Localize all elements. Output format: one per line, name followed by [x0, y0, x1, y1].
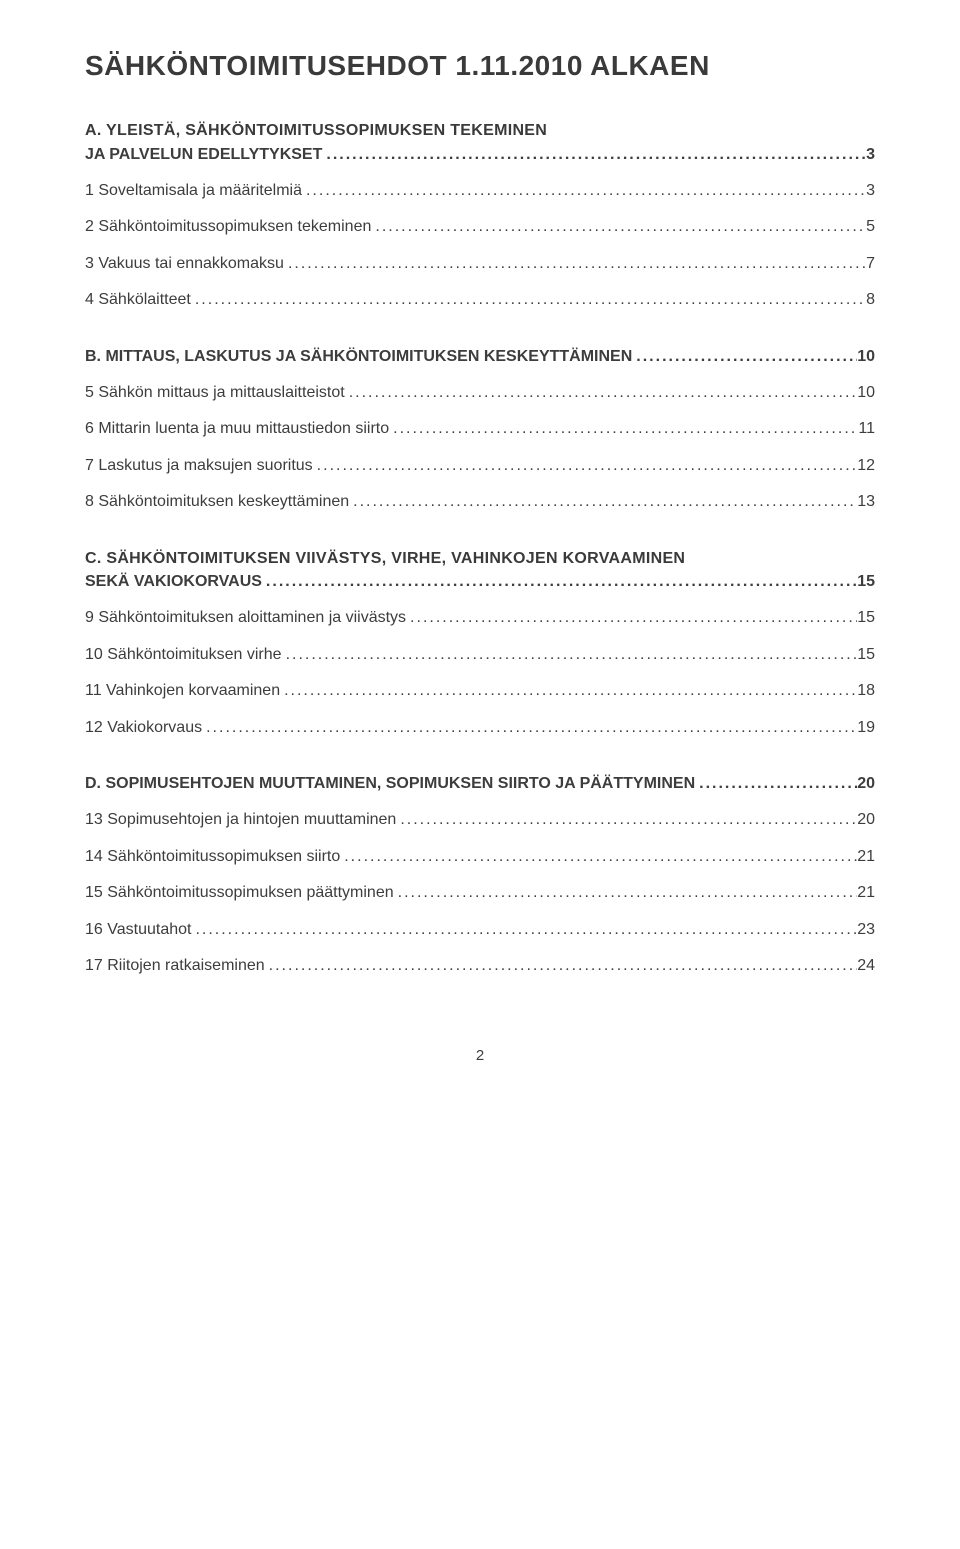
toc-section: C. SÄHKÖNTOIMITUKSEN VIIVÄSTYS, VIRHE, V…: [85, 548, 875, 740]
toc-page-number: 11: [858, 418, 875, 440]
toc-label: 7 Laskutus ja maksujen suoritus: [85, 455, 313, 477]
toc-page-number: 15: [857, 607, 875, 629]
toc-page-number: 13: [857, 491, 875, 513]
toc-label: D. SOPIMUSEHTOJEN MUUTTAMINEN, SOPIMUKSE…: [85, 773, 695, 795]
section-heading-leader: SEKÄ VAKIOKORVAUS.......................…: [85, 571, 875, 593]
toc-leader-dots: ........................................…: [340, 846, 857, 868]
toc-label: 16 Vastuutahot: [85, 919, 191, 941]
toc-page-number: 10: [857, 382, 875, 404]
toc-label: 2 Sähköntoimitussopimuksen tekeminen: [85, 216, 371, 238]
toc-leader-dots: ........................................…: [282, 644, 858, 666]
toc-leader-dots: ........................................…: [202, 717, 857, 739]
toc-page-number: 3: [866, 144, 875, 166]
toc-entry: 2 Sähköntoimitussopimuksen tekeminen....…: [85, 216, 875, 238]
toc-entry: 4 Sähkölaitteet.........................…: [85, 289, 875, 311]
toc-leader-dots: ........................................…: [191, 919, 857, 941]
toc-page-number: 20: [857, 809, 875, 831]
toc-leader-dots: ........................................…: [191, 289, 866, 311]
toc-page-number: 21: [857, 882, 875, 904]
toc-page-number: 19: [857, 717, 875, 739]
toc-label: SEKÄ VAKIOKORVAUS: [85, 571, 262, 593]
toc-leader-dots: ........................................…: [371, 216, 866, 238]
section-heading-line: A. YLEISTÄ, SÄHKÖNTOIMITUSSOPIMUKSEN TEK…: [85, 120, 875, 142]
toc-entry: 10 Sähköntoimituksen virhe..............…: [85, 644, 875, 666]
toc-label: 8 Sähköntoimituksen keskeyttäminen: [85, 491, 349, 513]
section-heading-leader: JA PALVELUN EDELLYTYKSET................…: [85, 144, 875, 166]
toc-section: D. SOPIMUSEHTOJEN MUUTTAMINEN, SOPIMUKSE…: [85, 773, 875, 977]
toc-entry: 9 Sähköntoimituksen aloittaminen ja viiv…: [85, 607, 875, 629]
toc-label: 4 Sähkölaitteet: [85, 289, 191, 311]
toc-label: JA PALVELUN EDELLYTYKSET: [85, 144, 322, 166]
toc-page-number: 5: [866, 216, 875, 238]
toc-entry: 11 Vahinkojen korvaaminen...............…: [85, 680, 875, 702]
toc-entry: 12 Vakiokorvaus.........................…: [85, 717, 875, 739]
toc-page-number: 23: [857, 919, 875, 941]
section-heading-leader: B. MITTAUS, LASKUTUS JA SÄHKÖNTOIMITUKSE…: [85, 346, 875, 368]
toc-entry: 8 Sähköntoimituksen keskeyttäminen......…: [85, 491, 875, 513]
toc-page-number: 15: [857, 571, 875, 593]
toc-entry: 1 Soveltamisala ja määritelmiä..........…: [85, 180, 875, 202]
toc-leader-dots: ........................................…: [313, 455, 858, 477]
section-heading-leader: D. SOPIMUSEHTOJEN MUUTTAMINEN, SOPIMUKSE…: [85, 773, 875, 795]
toc-leader-dots: ........................................…: [394, 882, 858, 904]
toc-label: 5 Sähkön mittaus ja mittauslaitteistot: [85, 382, 345, 404]
toc-entry: 5 Sähkön mittaus ja mittauslaitteistot..…: [85, 382, 875, 404]
toc-leader-dots: ........................................…: [406, 607, 857, 629]
page-number: 2: [85, 1047, 875, 1064]
toc-entry: 7 Laskutus ja maksujen suoritus.........…: [85, 455, 875, 477]
toc-leader-dots: ........................................…: [349, 491, 857, 513]
toc-page-number: 20: [857, 773, 875, 795]
toc-label: 10 Sähköntoimituksen virhe: [85, 644, 282, 666]
toc-section: A. YLEISTÄ, SÄHKÖNTOIMITUSSOPIMUKSEN TEK…: [85, 120, 875, 312]
toc-page-number: 15: [857, 644, 875, 666]
toc-page-number: 21: [857, 846, 875, 868]
toc-entry: 16 Vastuutahot..........................…: [85, 919, 875, 941]
toc-label: 6 Mittarin luenta ja muu mittaustiedon s…: [85, 418, 389, 440]
toc-leader-dots: ........................................…: [345, 382, 858, 404]
toc-entry: 6 Mittarin luenta ja muu mittaustiedon s…: [85, 418, 875, 440]
page-title: SÄHKÖNTOIMITUSEHDOT 1.11.2010 ALKAEN: [85, 50, 875, 82]
toc-leader-dots: ........................................…: [389, 418, 858, 440]
toc-leader-dots: ........................................…: [265, 955, 858, 977]
toc-label: 15 Sähköntoimitussopimuksen päättyminen: [85, 882, 394, 904]
toc-entry: 14 Sähköntoimitussopimuksen siirto......…: [85, 846, 875, 868]
toc-page-number: 3: [866, 180, 875, 202]
toc-page-number: 10: [857, 346, 875, 368]
toc-label: 9 Sähköntoimituksen aloittaminen ja viiv…: [85, 607, 406, 629]
toc-leader-dots: ........................................…: [284, 253, 866, 275]
toc-leader-dots: ........................................…: [322, 144, 866, 166]
toc-label: 11 Vahinkojen korvaaminen: [85, 680, 280, 702]
toc-entry: 15 Sähköntoimitussopimuksen päättyminen.…: [85, 882, 875, 904]
toc-section: B. MITTAUS, LASKUTUS JA SÄHKÖNTOIMITUKSE…: [85, 346, 875, 514]
toc-leader-dots: ........................................…: [695, 773, 857, 795]
toc-label: 14 Sähköntoimitussopimuksen siirto: [85, 846, 340, 868]
toc-page-number: 7: [866, 253, 875, 275]
toc-label: 12 Vakiokorvaus: [85, 717, 202, 739]
toc-leader-dots: ........................................…: [280, 680, 857, 702]
toc-entry: 3 Vakuus tai ennakkomaksu...............…: [85, 253, 875, 275]
toc-label: 3 Vakuus tai ennakkomaksu: [85, 253, 284, 275]
toc-leader-dots: ........................................…: [302, 180, 866, 202]
toc-leader-dots: ........................................…: [396, 809, 857, 831]
toc-page-number: 18: [857, 680, 875, 702]
toc-leader-dots: ........................................…: [632, 346, 857, 368]
table-of-contents: A. YLEISTÄ, SÄHKÖNTOIMITUSSOPIMUKSEN TEK…: [85, 120, 875, 977]
toc-label: 1 Soveltamisala ja määritelmiä: [85, 180, 302, 202]
toc-page-number: 12: [857, 455, 875, 477]
section-heading-line: C. SÄHKÖNTOIMITUKSEN VIIVÄSTYS, VIRHE, V…: [85, 548, 875, 570]
toc-page-number: 24: [857, 955, 875, 977]
toc-label: B. MITTAUS, LASKUTUS JA SÄHKÖNTOIMITUKSE…: [85, 346, 632, 368]
toc-entry: 17 Riitojen ratkaiseminen...............…: [85, 955, 875, 977]
toc-page-number: 8: [866, 289, 875, 311]
toc-entry: 13 Sopimusehtojen ja hintojen muuttamine…: [85, 809, 875, 831]
toc-label: 13 Sopimusehtojen ja hintojen muuttamine…: [85, 809, 396, 831]
toc-leader-dots: ........................................…: [262, 571, 857, 593]
toc-label: 17 Riitojen ratkaiseminen: [85, 955, 265, 977]
